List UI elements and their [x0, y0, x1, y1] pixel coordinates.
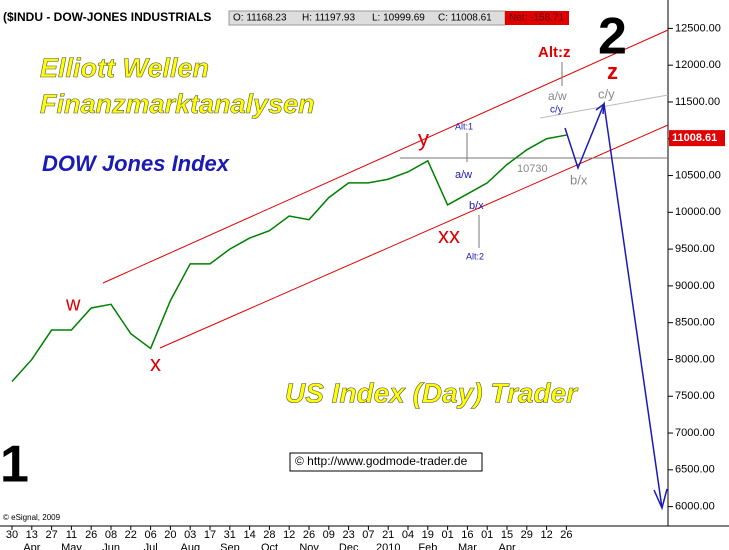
ohlc-open: O: 11168.23	[233, 13, 287, 24]
wave-label: Alt:z	[538, 44, 571, 61]
x-month-label: Apr	[499, 542, 516, 550]
y-tick-label: 12500.00	[675, 22, 721, 34]
x-tick-label: 09	[323, 529, 335, 541]
wave-label: 1	[0, 436, 29, 494]
wave-label: 2	[598, 8, 627, 66]
x-tick-label: 29	[521, 529, 533, 541]
wave-label: x	[150, 351, 161, 376]
x-month-label: Sep	[220, 542, 240, 550]
y-tick-label: 6500.00	[675, 464, 715, 476]
x-tick-label: 28	[263, 529, 275, 541]
x-tick-label: 11	[66, 529, 77, 541]
last-price-label: 11008.61	[672, 132, 717, 144]
wave-label: Alt:2	[466, 251, 484, 261]
ohlc-low: L: 10999.69	[372, 13, 425, 24]
x-tick-label: 03	[184, 529, 196, 541]
x-tick-label: 08	[105, 529, 117, 541]
x-month-label: May	[61, 542, 82, 550]
x-tick-label: 17	[204, 529, 216, 541]
heading: Finanzmarktanalysen	[40, 89, 315, 119]
y-tick-label: 9000.00	[675, 280, 715, 292]
heading: Elliott Wellen	[40, 53, 209, 83]
wave-label: z	[607, 59, 618, 84]
trader-label: US Index (Day) Trader	[285, 377, 579, 408]
index-label: DOW Jones Index	[42, 151, 230, 176]
wave-label: c/y	[598, 86, 615, 101]
net-box	[505, 11, 569, 25]
x-month-label: Apr	[23, 542, 40, 550]
y-tick-label: 10500.00	[675, 169, 721, 181]
y-tick-label: 12000.00	[675, 59, 721, 71]
y-tick-label: 9500.00	[675, 243, 715, 255]
wave-label: xx	[438, 223, 460, 248]
x-tick-label: 14	[243, 529, 255, 541]
x-month-label: Nov	[299, 542, 319, 550]
x-tick-label: 26	[85, 529, 97, 541]
x-tick-label: 22	[125, 529, 137, 541]
last-price-box	[669, 130, 725, 147]
x-month-label: Jun	[102, 542, 120, 550]
x-month-label: Mar	[458, 542, 477, 550]
x-month-label: Aug	[181, 542, 201, 550]
wave-label: a/w	[548, 89, 567, 103]
x-tick-label: 07	[362, 529, 374, 541]
arrow-head	[653, 488, 668, 511]
y-tick-label: 6000.00	[675, 501, 715, 513]
channel-upper	[102, 29, 669, 284]
y-tick-label: 7000.00	[675, 427, 715, 439]
x-tick-label: 21	[382, 529, 394, 541]
x-tick-label: 27	[45, 529, 57, 541]
x-tick-label: 06	[144, 529, 156, 541]
wave-label: Alt:1	[455, 121, 473, 131]
x-tick-label: 13	[26, 529, 38, 541]
wave-label: w	[65, 293, 81, 315]
x-month-label: Dec	[339, 542, 359, 550]
net-change: Net: -158.71	[509, 13, 564, 24]
x-tick-label: 01	[481, 529, 493, 541]
x-month-label: Jul	[144, 542, 158, 550]
arrow-head	[595, 102, 605, 115]
source: © eSignal, 2009	[3, 513, 61, 522]
projection-arrow	[564, 101, 663, 509]
y-tick-label: 8000.00	[675, 353, 715, 365]
x-tick-label: 20	[164, 529, 176, 541]
x-tick-label: 30	[6, 529, 18, 541]
wave-label: b/x	[570, 172, 588, 187]
x-month-label: Oct	[261, 542, 278, 550]
x-tick-label: 31	[224, 529, 236, 541]
ohlc-high: H: 11197.93	[302, 13, 355, 24]
x-tick-label: 15	[501, 529, 513, 541]
x-tick-label: 23	[342, 529, 354, 541]
y-tick-label: 10000.00	[675, 206, 721, 218]
url: © http://www.godmode-trader.de	[295, 454, 468, 468]
url-box	[289, 452, 483, 472]
x-tick-label: 12	[540, 529, 552, 541]
level-label: 10730	[517, 163, 548, 175]
x-tick-label: 26	[303, 529, 315, 541]
wave-label: c/y	[550, 105, 563, 116]
y-tick-label: 7500.00	[675, 390, 715, 402]
x-tick-label: 16	[461, 529, 473, 541]
x-month-label: 2010	[376, 542, 400, 550]
wave-label: y	[418, 126, 429, 151]
channel-lower	[159, 124, 669, 349]
chart-title: ($INDU - DOW-JONES INDUSTRIALS	[3, 10, 211, 24]
x-month-label: Feb	[418, 542, 437, 550]
x-tick-label: 26	[560, 529, 572, 541]
x-tick-label: 12	[283, 529, 295, 541]
ohlc-close: C: 11008.61	[438, 13, 492, 24]
y-tick-label: 11500.00	[675, 96, 720, 108]
y-tick-label: 8500.00	[675, 317, 715, 329]
x-tick-label: 04	[402, 529, 414, 541]
x-tick-label: 19	[422, 529, 434, 541]
x-tick-label: 01	[441, 529, 453, 541]
price-line	[11, 134, 567, 383]
wave-label: a/w	[455, 169, 472, 181]
wave-label: b/x	[469, 200, 484, 212]
